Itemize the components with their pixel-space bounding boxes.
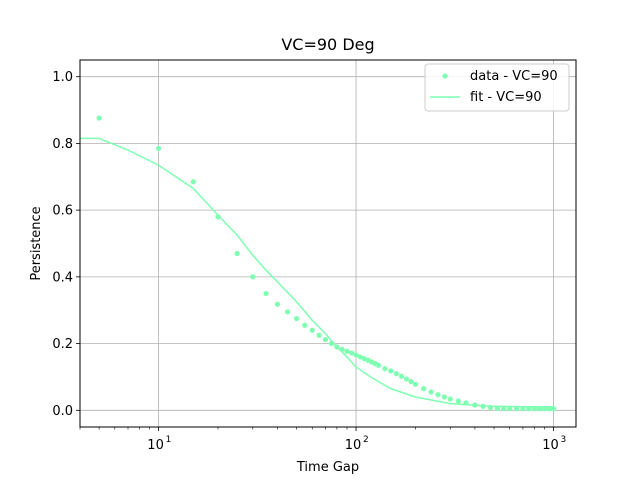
data-point — [293, 315, 300, 322]
data-point — [284, 309, 291, 315]
data-point — [357, 354, 363, 360]
data-point — [349, 350, 355, 356]
x-tick-label: 10 — [147, 438, 164, 453]
legend: data - VC=90 fit - VC=90 — [424, 63, 570, 112]
y-tick-label: 0.0 — [52, 404, 73, 419]
legend-label-fit: fit - VC=90 — [470, 90, 542, 105]
data-point — [435, 392, 441, 398]
x-tick-exponent: 3 — [561, 435, 567, 445]
data-point — [250, 274, 256, 280]
data-point — [388, 368, 394, 374]
data-point — [412, 381, 419, 387]
data-point — [190, 179, 196, 185]
x-axis-label: Time Gap — [296, 460, 359, 475]
legend-marker-data — [442, 73, 448, 79]
fit-line — [80, 137, 554, 408]
data-point — [96, 115, 102, 121]
y-tick-label: 1.0 — [52, 70, 73, 85]
plot-area — [80, 115, 557, 412]
data-point — [344, 348, 350, 354]
data-point — [274, 301, 281, 307]
data-point — [455, 398, 462, 404]
data-point — [507, 406, 513, 412]
y-tick-label: 0.4 — [52, 270, 73, 285]
data-point — [263, 290, 269, 297]
data-point — [322, 336, 329, 343]
data-point — [393, 371, 399, 377]
data-point — [403, 376, 410, 382]
axis-ticks: 0.00.20.40.60.81.010 1 10 2 10 3 — [52, 70, 566, 453]
data-point — [155, 145, 162, 152]
y-tick-label: 0.8 — [52, 137, 73, 152]
data-point — [398, 373, 405, 379]
data-point — [316, 332, 322, 338]
x-tick-label: 10 — [345, 438, 362, 453]
y-tick-label: 0.2 — [52, 337, 73, 352]
data-point — [428, 389, 434, 395]
x-tick-exponent: 2 — [363, 435, 369, 445]
legend-box — [424, 63, 570, 112]
grid — [80, 60, 576, 427]
y-axis-label: Persistence — [29, 206, 44, 280]
data-point — [375, 362, 382, 368]
data-point — [302, 322, 308, 328]
data-point — [408, 379, 414, 385]
data-point — [447, 396, 453, 402]
data-point — [501, 406, 507, 412]
y-tick-label: 0.6 — [52, 204, 73, 219]
data-point — [513, 406, 520, 412]
data-point — [309, 327, 315, 333]
data-point — [421, 386, 427, 392]
data-point — [441, 394, 447, 400]
x-tick-exponent: 1 — [166, 435, 172, 445]
x-tick-label: 10 — [542, 438, 559, 453]
chart-title: VC=90 Deg — [281, 35, 374, 54]
data-point — [382, 366, 388, 372]
plot-frame — [79, 59, 577, 428]
data-point — [353, 352, 359, 358]
data-point — [234, 250, 240, 257]
legend-label-data: data - VC=90 — [470, 69, 558, 84]
